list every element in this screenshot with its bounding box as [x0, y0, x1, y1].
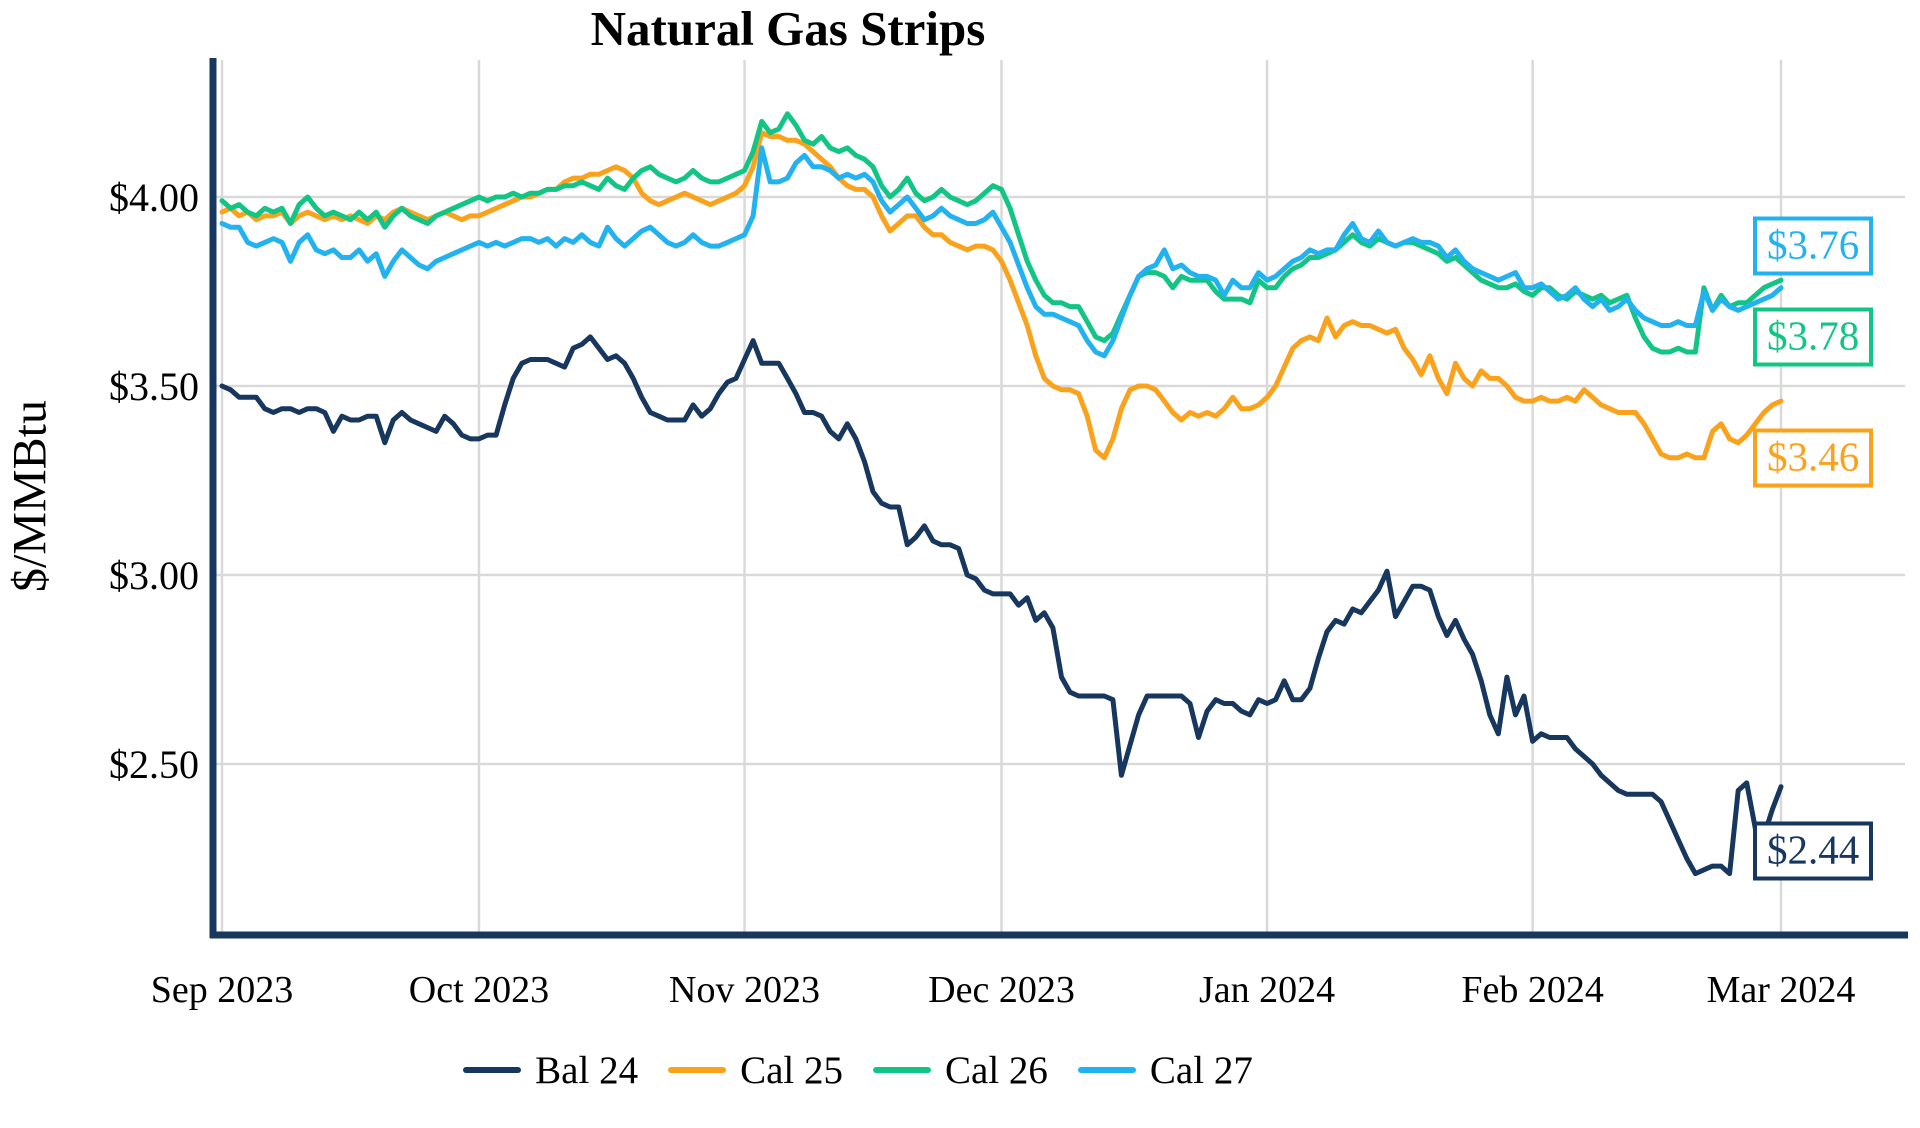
x-tick-label: Nov 2023: [669, 969, 820, 1011]
series-line-cal-26: [219, 111, 1784, 355]
legend-item-cal-25: Cal 25: [668, 1048, 843, 1093]
y-tick-label: $4.00: [109, 175, 199, 220]
x-tick-label: Dec 2023: [928, 969, 1075, 1011]
legend-label: Bal 24: [535, 1048, 639, 1092]
legend-label: Cal 27: [1149, 1048, 1253, 1092]
x-tick-label: Oct 2023: [409, 969, 549, 1011]
y-tick-label: $3.00: [109, 553, 199, 598]
legend-swatch: [1077, 1067, 1136, 1073]
y-tick-label: $3.50: [109, 364, 199, 409]
series-line-bal-24: [219, 334, 1784, 877]
x-tick-label: Jan 2024: [1199, 969, 1335, 1011]
legend-label: Cal 25: [740, 1048, 843, 1092]
end-label-bal-24: $2.44: [1753, 821, 1874, 881]
y-tick-label: $2.50: [109, 742, 199, 787]
legend-label: Cal 26: [945, 1048, 1048, 1092]
legend-swatch: [463, 1067, 522, 1073]
legend-swatch: [668, 1067, 727, 1073]
legend-swatch: [873, 1067, 931, 1073]
series-line-cal-25: [219, 130, 1784, 461]
end-label-cal-25: $3.46: [1753, 428, 1874, 488]
chart-title: Natural Gas Strips: [590, 1, 986, 56]
end-label-cal-26: $3.78: [1753, 307, 1874, 367]
legend-item-cal-26: Cal 26: [873, 1048, 1048, 1093]
x-tick-label: Feb 2024: [1461, 969, 1604, 1011]
series-line-cal-27: [219, 145, 1784, 359]
legend-item-bal-24: Bal 24: [463, 1048, 638, 1093]
legend: Bal 24 Cal 25 Cal 26 Cal 27: [358, 1038, 1358, 1102]
x-tick-label: Mar 2024: [1707, 969, 1856, 1011]
end-label-cal-27: $3.76: [1753, 216, 1874, 276]
legend-item-cal-27: Cal 27: [1077, 1048, 1253, 1093]
x-tick-label: Sep 2023: [151, 969, 294, 1011]
